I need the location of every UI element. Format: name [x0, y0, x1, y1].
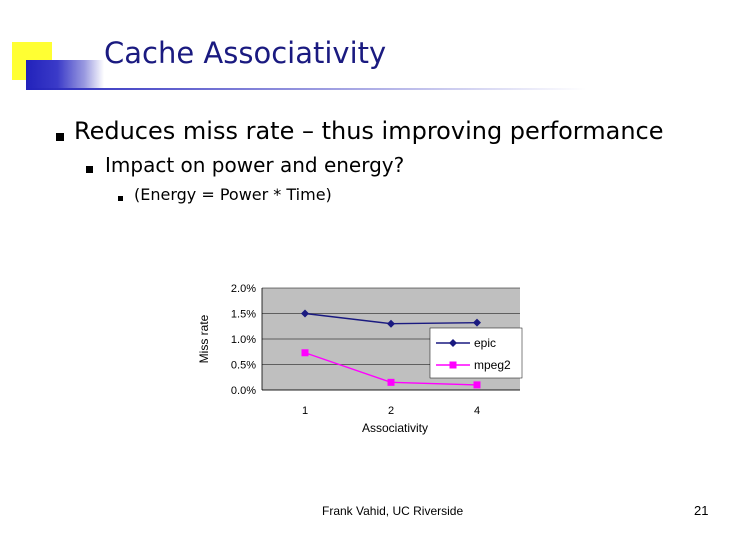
legend-label-epic: epic	[474, 336, 496, 350]
miss-rate-chart: 0.0% 0.5% 1.0% 1.5% 2.0% 1 2 4 Miss rate Assoc…	[197, 283, 523, 435]
x-tick-label: 1	[302, 405, 308, 417]
chart-legend: epic mpeg2	[429, 327, 523, 379]
x-tick-label: 2	[388, 405, 394, 417]
data-point-epic	[387, 319, 395, 328]
legend-marker-mpeg2	[449, 361, 457, 369]
data-point-epic	[301, 309, 309, 318]
bullet-marker-level1	[56, 133, 64, 141]
bullet-marker-level3	[118, 196, 123, 201]
data-point-mpeg2	[301, 349, 309, 357]
legend-label-mpeg2: mpeg2	[474, 358, 511, 372]
y-tick-label: 1.5%	[231, 309, 256, 321]
legend-box	[429, 327, 523, 379]
slide-title: Cache Associativity	[104, 36, 387, 70]
y-tick-label: 2.0%	[231, 283, 256, 295]
y-tick-label: 0.5%	[231, 360, 256, 372]
x-tick-label: 4	[474, 405, 480, 417]
legend-marker-epic	[449, 339, 457, 347]
data-point-mpeg2	[387, 378, 395, 386]
title-underline	[26, 88, 586, 90]
title-decoration-blue	[26, 60, 104, 88]
bullet-text-level3: (Energy = Power * Time)	[134, 185, 332, 204]
bullet-marker-level2	[86, 166, 93, 173]
y-tick-label: 0.0%	[231, 385, 256, 397]
y-tick-label: 1.0%	[231, 334, 256, 346]
bullet-text-level2: Impact on power and energy?	[105, 153, 405, 177]
data-point-epic	[473, 318, 481, 327]
y-axis-label: Miss rate	[197, 314, 211, 363]
data-point-mpeg2	[473, 381, 481, 389]
page-number: 21	[694, 503, 709, 518]
x-axis-label: Associativity	[362, 421, 428, 435]
bullet-text-level1: Reduces miss rate – thus improving perfo…	[74, 117, 664, 145]
footer-text: Frank Vahid, UC Riverside	[322, 504, 464, 518]
